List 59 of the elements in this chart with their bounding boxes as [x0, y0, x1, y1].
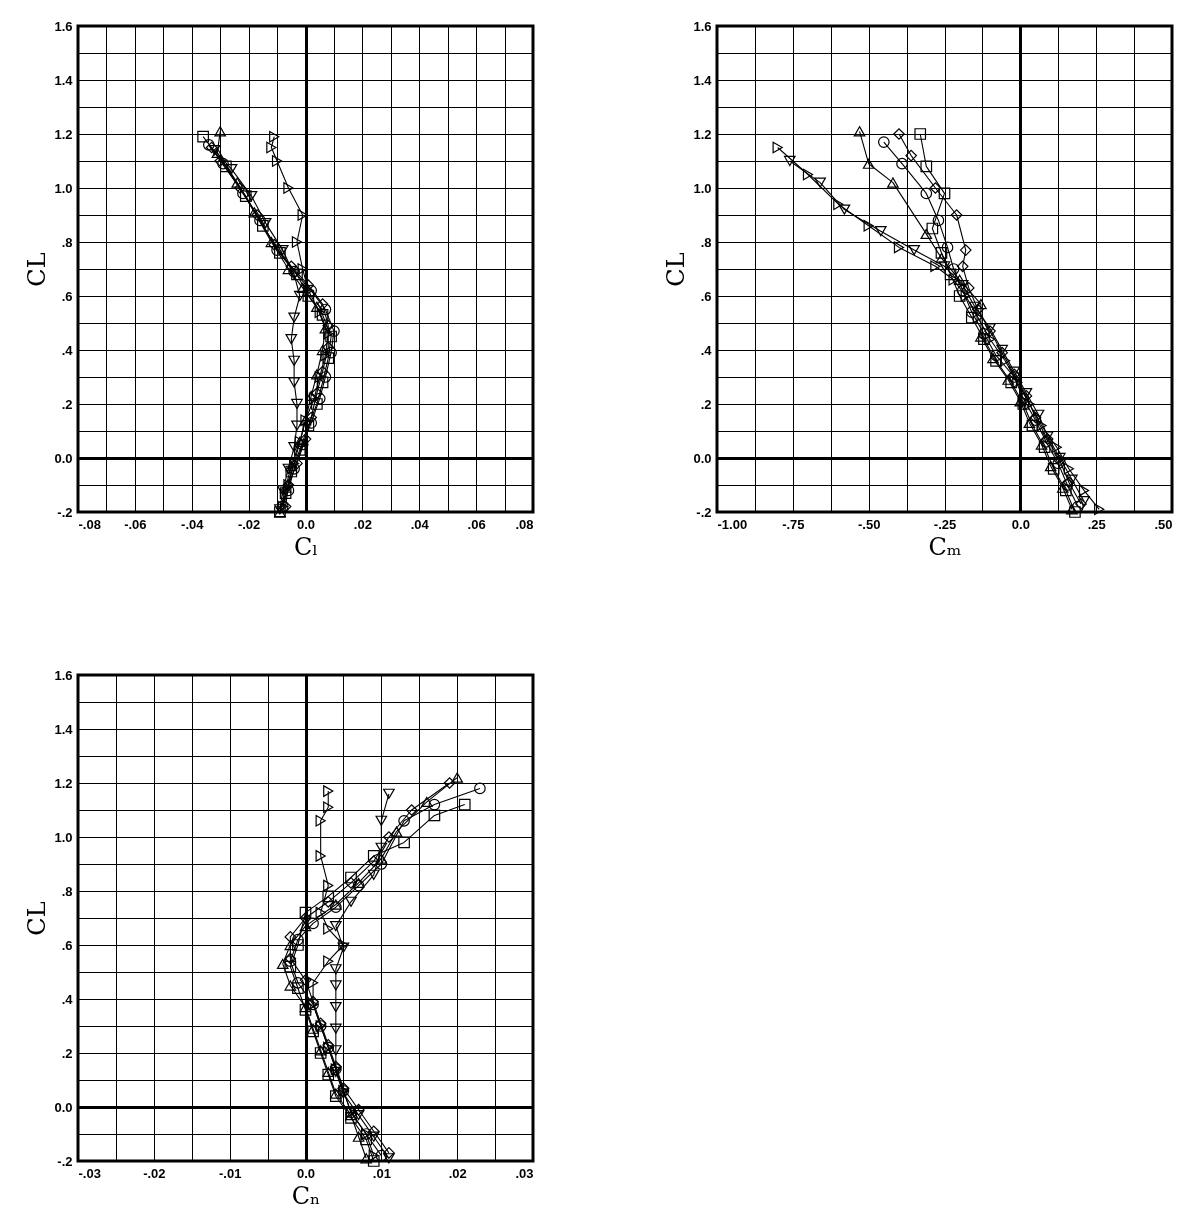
- x-tick-label: -.06: [124, 516, 147, 532]
- y-tick-label: 1.2: [54, 775, 73, 791]
- x-axis-title: Cₘ: [928, 532, 962, 561]
- y-tick-label: 0.0: [54, 450, 73, 466]
- x-tick-label: .04: [410, 516, 430, 532]
- y-tick-label: 1.4: [54, 72, 74, 88]
- y-tick-label: 0.0: [54, 1099, 73, 1115]
- x-tick-label: -.75: [782, 516, 805, 532]
- y-tick-label: 1.2: [54, 126, 73, 142]
- x-axis-title: Cₙ: [291, 1181, 321, 1210]
- y-tick-label: .4: [700, 342, 713, 358]
- y-tick-label: 1.0: [693, 180, 712, 196]
- y-tick-label: 1.6: [54, 667, 73, 683]
- x-tick-label: -.50: [857, 516, 881, 532]
- x-tick-label: -.01: [218, 1165, 242, 1181]
- y-tick-label: 1.2: [693, 126, 712, 142]
- x-tick-label: -.25: [933, 516, 957, 532]
- y-tick-label: .8: [61, 234, 73, 250]
- x-tick-label: -.02: [143, 1165, 166, 1181]
- y-tick-label: .8: [61, 883, 73, 899]
- y-tick-label: .6: [61, 937, 73, 953]
- y-tick-label: .2: [61, 1045, 73, 1061]
- x-tick-label: -.03: [78, 1165, 101, 1181]
- y-tick-label: .2: [61, 396, 73, 412]
- y-tick-label: 0.0: [693, 450, 712, 466]
- x-tick-label: -1.00: [717, 516, 748, 532]
- x-tick-label: 0.0: [1011, 516, 1030, 532]
- y-tick-label: 1.6: [54, 18, 73, 34]
- y-tick-label: .6: [700, 288, 712, 304]
- x-tick-label: .03: [515, 1165, 534, 1181]
- x-tick-label: .50: [1154, 516, 1173, 532]
- y-tick-label: .8: [700, 234, 712, 250]
- y-tick-label: 1.4: [693, 72, 713, 88]
- y-tick-label: .6: [61, 288, 73, 304]
- x-tick-label: .08: [515, 516, 534, 532]
- y-tick-label: .2: [700, 396, 712, 412]
- x-tick-label: -.04: [181, 516, 205, 532]
- y-tick-label: 1.6: [693, 18, 712, 34]
- x-tick-label: 0.0: [296, 516, 316, 532]
- y-tick-label: .4: [61, 991, 74, 1007]
- x-tick-label: -.08: [78, 516, 101, 532]
- y-tick-label: -.2: [57, 1153, 73, 1169]
- y-tick-label: 1.0: [54, 180, 73, 196]
- x-tick-label: 0.0: [296, 1165, 316, 1181]
- y-axis-title: CL: [23, 901, 52, 936]
- y-tick-label: -.2: [696, 504, 712, 520]
- x-axis-title: Cₗ: [293, 532, 319, 561]
- x-tick-label: .02: [353, 516, 372, 532]
- y-tick-label: -.2: [57, 504, 73, 520]
- y-axis-title: CL: [662, 252, 691, 287]
- x-tick-label: .06: [467, 516, 486, 532]
- x-tick-label: .01: [372, 1165, 391, 1181]
- y-tick-label: .4: [61, 342, 74, 358]
- x-tick-label: .02: [448, 1165, 467, 1181]
- x-tick-label: .25: [1087, 516, 1106, 532]
- y-tick-label: 1.0: [54, 829, 73, 845]
- x-tick-label: -.02: [237, 516, 261, 532]
- y-axis-title: CL: [23, 252, 52, 287]
- y-tick-label: 1.4: [54, 721, 74, 737]
